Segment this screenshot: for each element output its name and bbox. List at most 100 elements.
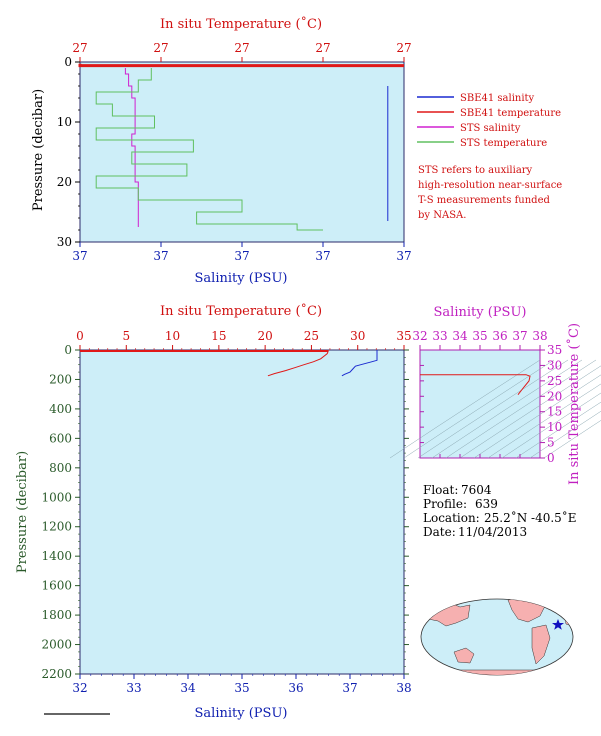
top-temperature-tick-label: 27 [153, 41, 168, 55]
main-salinity-tick-label: 36 [288, 681, 303, 695]
footer-mark [44, 713, 110, 715]
ts-salinity-tick-label: 36 [492, 329, 507, 343]
top-pressure-tick-labels: 0 10 20 30 [57, 55, 72, 249]
footer-fine-print [44, 713, 110, 715]
ts-salinity-tick-labels: 32 33 34 35 36 37 38 [412, 329, 547, 343]
top-pressure-tick-label: 20 [57, 175, 72, 189]
top-salinity-tick-labels: 37 37 37 37 37 [72, 249, 411, 263]
ts-series-line-path [420, 374, 531, 396]
main-pressure-tick-label: 1400 [41, 549, 72, 563]
top-x-axis-label-temperature: In situ Temperature (˚C) [160, 16, 322, 32]
top-salinity-tick-label: 37 [396, 249, 411, 263]
float-value: 7604 [461, 483, 492, 497]
main-temperature-tick-label: 30 [350, 329, 365, 343]
ts-temperature-tick-label: 15 [547, 405, 562, 419]
profile-label: Profile: [423, 497, 467, 511]
date-label: Date: [423, 525, 456, 539]
ts-temperature-tick-label: 0 [547, 451, 555, 465]
main-panel: In situ Temperature (˚C) 0 5 10 15 20 25 30 35 … [15, 303, 412, 721]
ts-salinity-tick-label: 33 [432, 329, 447, 343]
ts-temperature-tick-label: 10 [547, 420, 562, 434]
note-line-3: T-S measurements funded [418, 195, 550, 206]
ts-temperature-tick-label: 35 [547, 343, 562, 357]
float-info: Float: 7604 Profile: 639 Location: 25.2˚… [423, 483, 577, 539]
main-salinity-tick-labels: 32 33 34 35 36 37 38 [72, 681, 411, 695]
main-salinity-tick-label: 32 [72, 681, 87, 695]
main-salinity-tick-label: 38 [396, 681, 411, 695]
main-pressure-tick-labels: 0 200 400 600 800 1000 1200 1400 1600 1800 2000 220… [41, 343, 72, 681]
ts-density-contour [473, 374, 601, 459]
ts-density-contour [459, 365, 601, 459]
top-series-lines [78, 63, 404, 231]
ts-density-contours [389, 359, 601, 459]
ts-salinity-tick-label: 34 [452, 329, 468, 343]
top-pressure-tick-label: 30 [57, 235, 72, 249]
ts-temperature-tick-label: 5 [547, 436, 555, 450]
top-axis-ticks [75, 57, 405, 247]
main-pressure-tick-label: 1800 [41, 608, 72, 622]
note-line-2: high-resolution near-surface [418, 180, 562, 191]
main-pressure-tick-label: 600 [49, 431, 72, 445]
main-pressure-tick-label: 1600 [41, 579, 72, 593]
main-x-axis-label-temperature: In situ Temperature (˚C) [160, 303, 322, 319]
main-pressure-tick-label: 2000 [41, 638, 72, 652]
float-label: Float: [423, 483, 458, 497]
ts-density-contour [515, 401, 601, 459]
top-salinity-tick-label: 37 [234, 249, 249, 263]
ts-y-axis-label: In situ Temperature (˚C) [566, 323, 582, 485]
main-salinity-tick-label: 37 [342, 681, 357, 695]
note-line-1: STS refers to auxiliary [418, 165, 533, 176]
date-value: 11/04/2013 [458, 525, 527, 539]
main-temperature-tick-label: 0 [76, 329, 84, 343]
ts-series-line [420, 374, 531, 396]
main-plot-area [79, 349, 405, 675]
ts-temperature-tick-label: 20 [547, 389, 562, 403]
ts-density-contour [389, 359, 541, 459]
legend-label-sbe41-temperature: SBE41 temperature [460, 108, 561, 119]
ts-density-contour [445, 359, 597, 459]
top-temperature-tick-label: 27 [234, 41, 249, 55]
main-pressure-tick-label: 1200 [41, 520, 72, 534]
legend-label-sts-temperature: STS temperature [460, 138, 547, 149]
top-panel: In situ Temperature (˚C) 27 27 27 27 27 37 37… [31, 16, 412, 286]
legend: SBE41 salinity SBE41 temperature STS sal… [417, 93, 561, 149]
ts-density-contour [543, 420, 601, 459]
top-pressure-tick-label: 10 [57, 115, 72, 129]
ts-salinity-tick-label: 35 [472, 329, 487, 343]
top-temperature-tick-label: 27 [315, 41, 330, 55]
ts-density-contour [431, 359, 583, 459]
main-temperature-tick-label: 15 [211, 329, 226, 343]
profile-value: 639 [475, 497, 498, 511]
top-salinity-tick-label: 37 [72, 249, 87, 263]
ts-salinity-tick-label: 38 [532, 329, 547, 343]
float-location-marker [552, 619, 564, 630]
ts-salinity-tick-label: 32 [412, 329, 427, 343]
legend-label-sts-salinity: STS salinity [460, 123, 521, 134]
sts-note: STS refers to auxiliary high-resolution … [418, 165, 562, 221]
location-value: 25.2˚N -40.5˚E [484, 510, 577, 525]
map-land-south-america [531, 624, 551, 665]
ts-density-contour [487, 383, 601, 459]
main-x-axis-label-salinity: Salinity (PSU) [195, 706, 288, 721]
top-temperature-tick-label: 27 [72, 41, 87, 55]
main-y-axis-label: Pressure (decibar) [15, 451, 30, 573]
top-temperature-tick-labels: 27 27 27 27 27 [72, 41, 411, 55]
top-temperature-tick-label: 27 [396, 41, 411, 55]
ts-temperature-tick-label: 25 [547, 374, 562, 388]
top-salinity-tick-label: 37 [153, 249, 168, 263]
top-x-axis-label-salinity: Salinity (PSU) [195, 271, 288, 286]
location-label: Location: [423, 511, 480, 525]
main-temperature-tick-labels: 0 5 10 15 20 25 30 35 [76, 329, 411, 343]
main-pressure-tick-label: 0 [64, 343, 72, 357]
main-salinity-tick-label: 33 [126, 681, 141, 695]
ts-density-contour [529, 410, 601, 459]
main-axis-ticks [75, 345, 409, 679]
main-series-line-temperature [267, 350, 329, 377]
main-pressure-tick-label: 200 [49, 372, 72, 386]
ts-plot-area [419, 349, 541, 459]
top-pressure-tick-label: 0 [64, 55, 72, 69]
main-pressure-tick-label: 2200 [41, 667, 72, 681]
main-temperature-tick-label: 25 [304, 329, 319, 343]
